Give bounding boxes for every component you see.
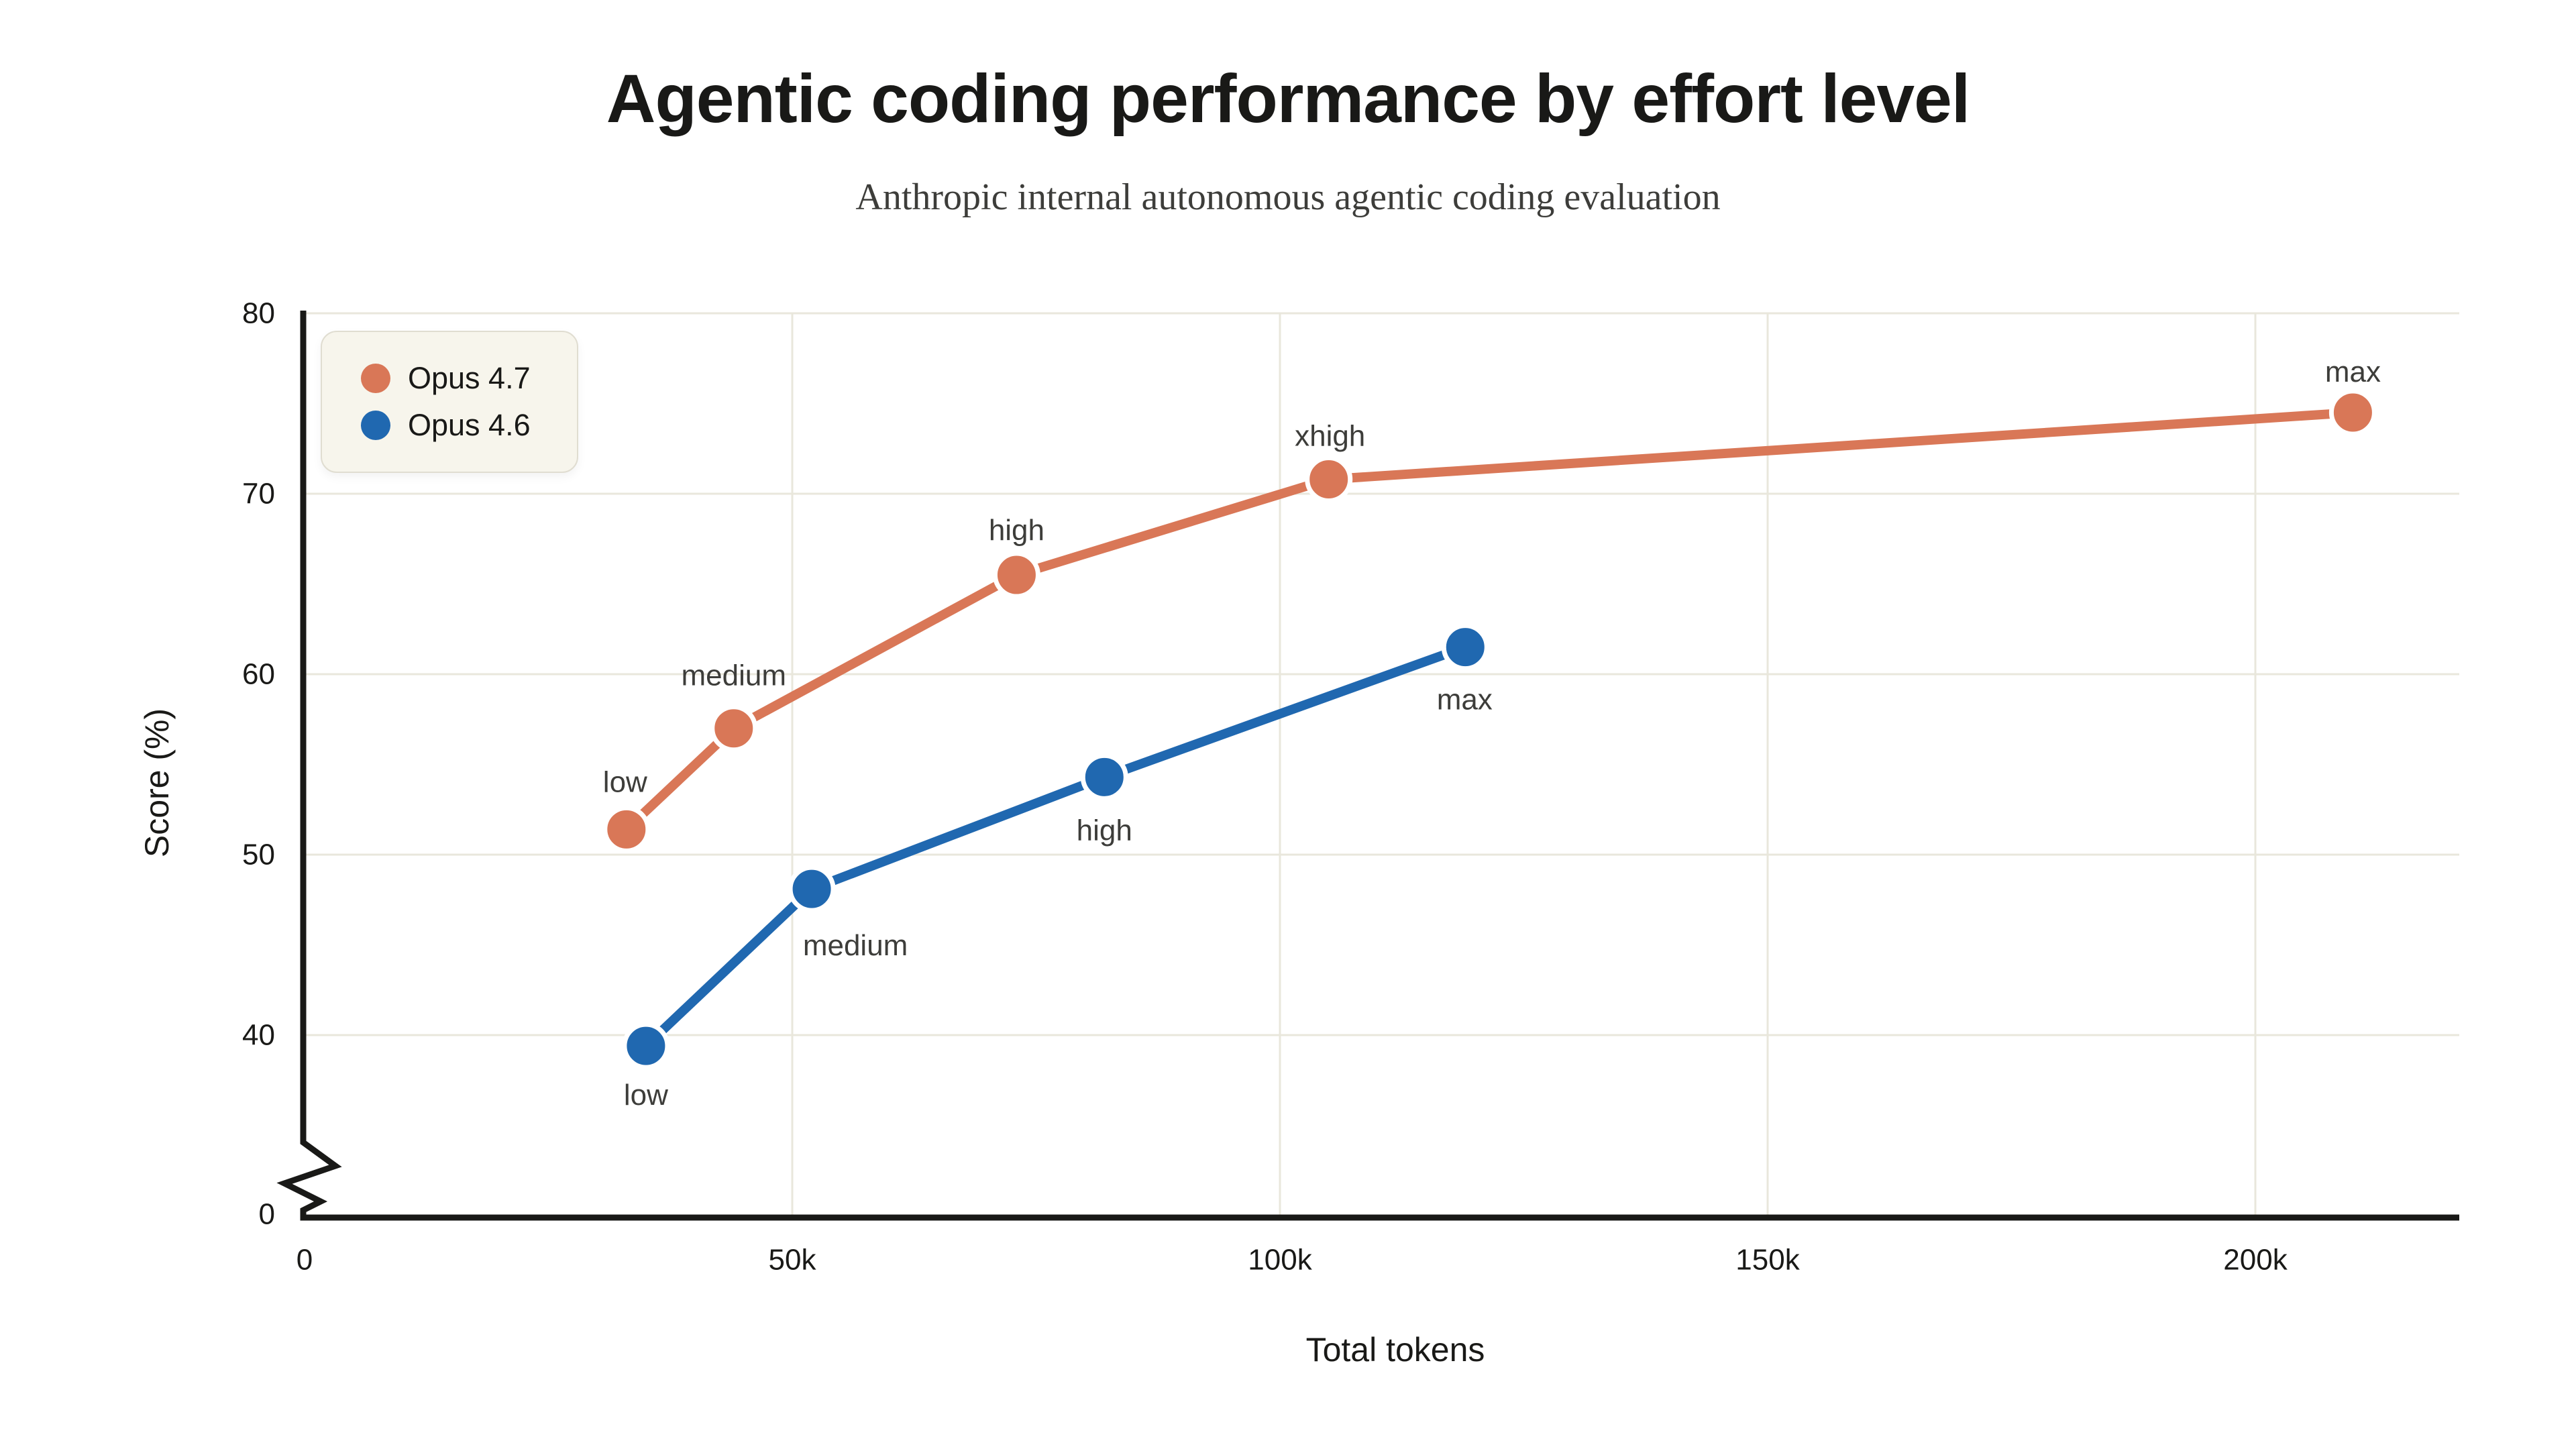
point-label-opus-4-6-max: max — [1437, 684, 1493, 716]
point-label-opus-4-7-high: high — [989, 514, 1044, 547]
data-point-opus-4-7-xhigh[interactable] — [1305, 455, 1353, 503]
y-tick-label-50: 50 — [242, 839, 275, 871]
point-label-opus-4-6-high: high — [1077, 814, 1132, 847]
point-label-opus-4-6-medium: medium — [803, 929, 908, 962]
y-tick-label-70: 70 — [242, 478, 275, 511]
legend-item-opus-4-6[interactable]: Opus 4.6 — [361, 408, 577, 443]
data-point-opus-4-6-medium[interactable] — [788, 865, 836, 913]
legend-swatch-icon — [361, 364, 390, 393]
x-tick-label-150k: 150k — [1735, 1244, 1800, 1277]
point-label-opus-4-7-low: low — [603, 765, 647, 798]
data-point-opus-4-6-low[interactable] — [622, 1022, 670, 1070]
x-axis-title: Total tokens — [1306, 1331, 1485, 1368]
x-tick-label-200k: 200k — [2223, 1244, 2288, 1277]
data-point-opus-4-6-high[interactable] — [1080, 753, 1128, 801]
data-point-opus-4-6-max[interactable] — [1441, 623, 1489, 672]
series-line-opus-4-6 — [641, 642, 1470, 1051]
data-point-opus-4-7-low[interactable] — [602, 805, 651, 853]
point-label-opus-4-6-low: low — [624, 1079, 668, 1112]
legend-item-label: Opus 4.6 — [408, 408, 531, 442]
x-tick-label-100k: 100k — [1248, 1244, 1312, 1277]
chart-subtitle: Anthropic internal autonomous agentic co… — [855, 176, 1721, 218]
chart-title: Agentic coding performance by effort lev… — [606, 60, 1970, 137]
point-label-opus-4-7-xhigh: xhigh — [1295, 419, 1365, 452]
legend: Opus 4.7 Opus 4.6 — [321, 331, 578, 473]
y-tick-label-60: 60 — [242, 658, 275, 691]
point-label-opus-4-7-medium: medium — [682, 659, 787, 692]
legend-item-label: Opus 4.7 — [408, 361, 531, 395]
x-tick-label-50k: 50k — [769, 1244, 817, 1277]
axis-lines-with-break — [276, 311, 2459, 1221]
x-tick-label-0: 0 — [297, 1244, 313, 1277]
series-line-opus-4-7 — [621, 407, 2358, 835]
data-point-opus-4-7-high[interactable] — [992, 551, 1040, 599]
y-tick-label-80: 80 — [242, 297, 275, 330]
data-point-opus-4-7-medium[interactable] — [710, 704, 758, 753]
legend-item-opus-4-7[interactable]: Opus 4.7 — [361, 361, 577, 396]
point-label-opus-4-7-max: max — [2325, 356, 2381, 388]
data-point-opus-4-7-max[interactable] — [2328, 388, 2377, 437]
y-axis-title: Score (%) — [138, 708, 176, 857]
legend-swatch-icon — [361, 411, 390, 440]
y-tick-label-0: 0 — [259, 1198, 275, 1231]
y-tick-label-40: 40 — [242, 1019, 275, 1052]
